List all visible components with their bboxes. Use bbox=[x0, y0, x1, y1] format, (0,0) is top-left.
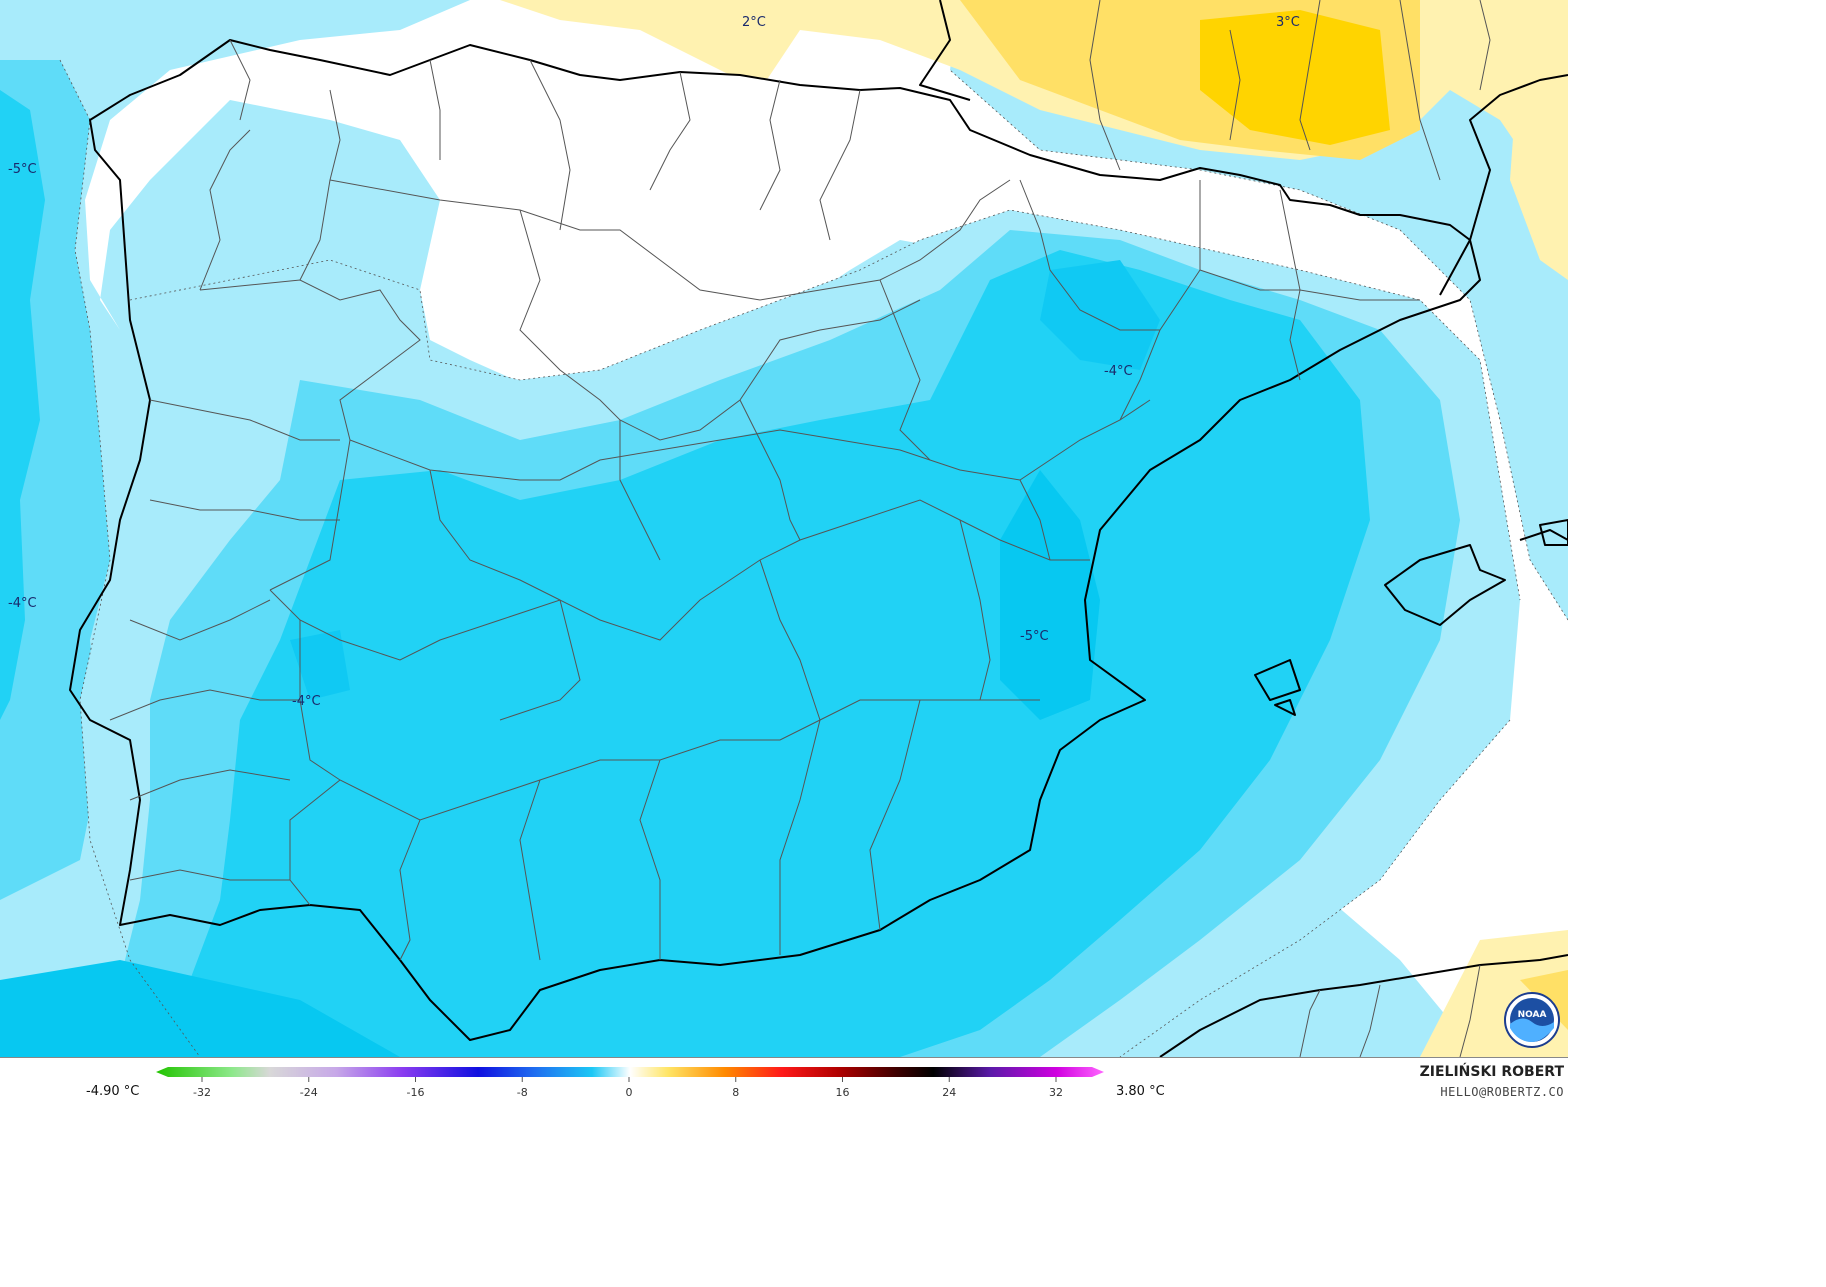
formentera-coast bbox=[1274, 699, 1296, 716]
isotherm-labels: 2°C 3°C -5°C -4°C -4°C -5°C -4°C bbox=[8, 15, 1300, 709]
scale-tick-label: -8 bbox=[517, 1086, 528, 1099]
isotherm-label: -4°C bbox=[8, 596, 37, 611]
temperature-color-scale: -32 -24 -16 -8 0 8 16 24 32 bbox=[156, 1067, 1104, 1099]
interior-deep-cold bbox=[190, 250, 1370, 1057]
scale-bar bbox=[156, 1067, 1104, 1077]
scale-tick-label: -32 bbox=[193, 1086, 211, 1099]
author-email: HELLO@ROBERTZ.CO bbox=[1440, 1085, 1564, 1099]
cold-core-southwest bbox=[290, 630, 350, 700]
temperature-map: 2°C 3°C -5°C -4°C -4°C -5°C -4°C NOAA bbox=[0, 0, 1568, 1057]
cantabrian-neutral bbox=[600, 70, 920, 280]
cold-core-southeast-sea bbox=[0, 960, 400, 1057]
noaa-logo-icon: NOAA bbox=[1504, 992, 1560, 1048]
scale-tick-label: 24 bbox=[942, 1086, 956, 1099]
france-warm-deep bbox=[1200, 10, 1390, 145]
scale-tick-label: 32 bbox=[1049, 1086, 1063, 1099]
min-value-label: -4.90 °C bbox=[86, 1084, 140, 1099]
cold-core-ebro bbox=[1040, 260, 1160, 370]
mallorca-coast bbox=[1384, 544, 1506, 626]
isotherm-label: -5°C bbox=[1020, 629, 1049, 644]
author-credit: ZIELIŃSKI ROBERT bbox=[1419, 1064, 1564, 1080]
province-borders bbox=[109, 0, 1491, 1057]
france-coastline bbox=[919, 0, 971, 101]
isotherm-label: 3°C bbox=[1276, 15, 1300, 30]
north-africa-coast bbox=[1159, 954, 1568, 1057]
iberia-coastline bbox=[69, 39, 1481, 1041]
isotherm-label: -5°C bbox=[8, 162, 37, 177]
isotherm-lines bbox=[59, 59, 1568, 1057]
corsica-sardinia-coast bbox=[1519, 529, 1568, 541]
legend-footer: -4.90 °C bbox=[0, 1057, 1568, 1107]
scale-tick-label: -24 bbox=[300, 1086, 318, 1099]
atlantic-cold-core bbox=[0, 90, 45, 720]
cold-core-east bbox=[1000, 470, 1100, 720]
coastlines bbox=[69, 0, 1568, 1057]
max-value-label: 3.80 °C bbox=[1116, 1084, 1165, 1099]
isotherm-label: -4°C bbox=[292, 694, 321, 709]
noaa-logo-text: NOAA bbox=[1518, 1010, 1547, 1020]
isotherm-label: -4°C bbox=[1104, 364, 1133, 379]
isotherm-label: 2°C bbox=[742, 15, 766, 30]
menorca-coast bbox=[1539, 519, 1568, 546]
scale-ticks: -32 -24 -16 -8 0 8 16 24 32 bbox=[193, 1077, 1063, 1099]
ibiza-coast bbox=[1254, 659, 1301, 701]
france-mediterranean-coast bbox=[1439, 74, 1568, 296]
scale-tick-label: 16 bbox=[836, 1086, 850, 1099]
scale-tick-label: -16 bbox=[407, 1086, 425, 1099]
atlantic-cold-band bbox=[0, 60, 200, 1057]
scale-tick-label: 8 bbox=[732, 1086, 739, 1099]
scale-tick-label: 0 bbox=[626, 1086, 633, 1099]
